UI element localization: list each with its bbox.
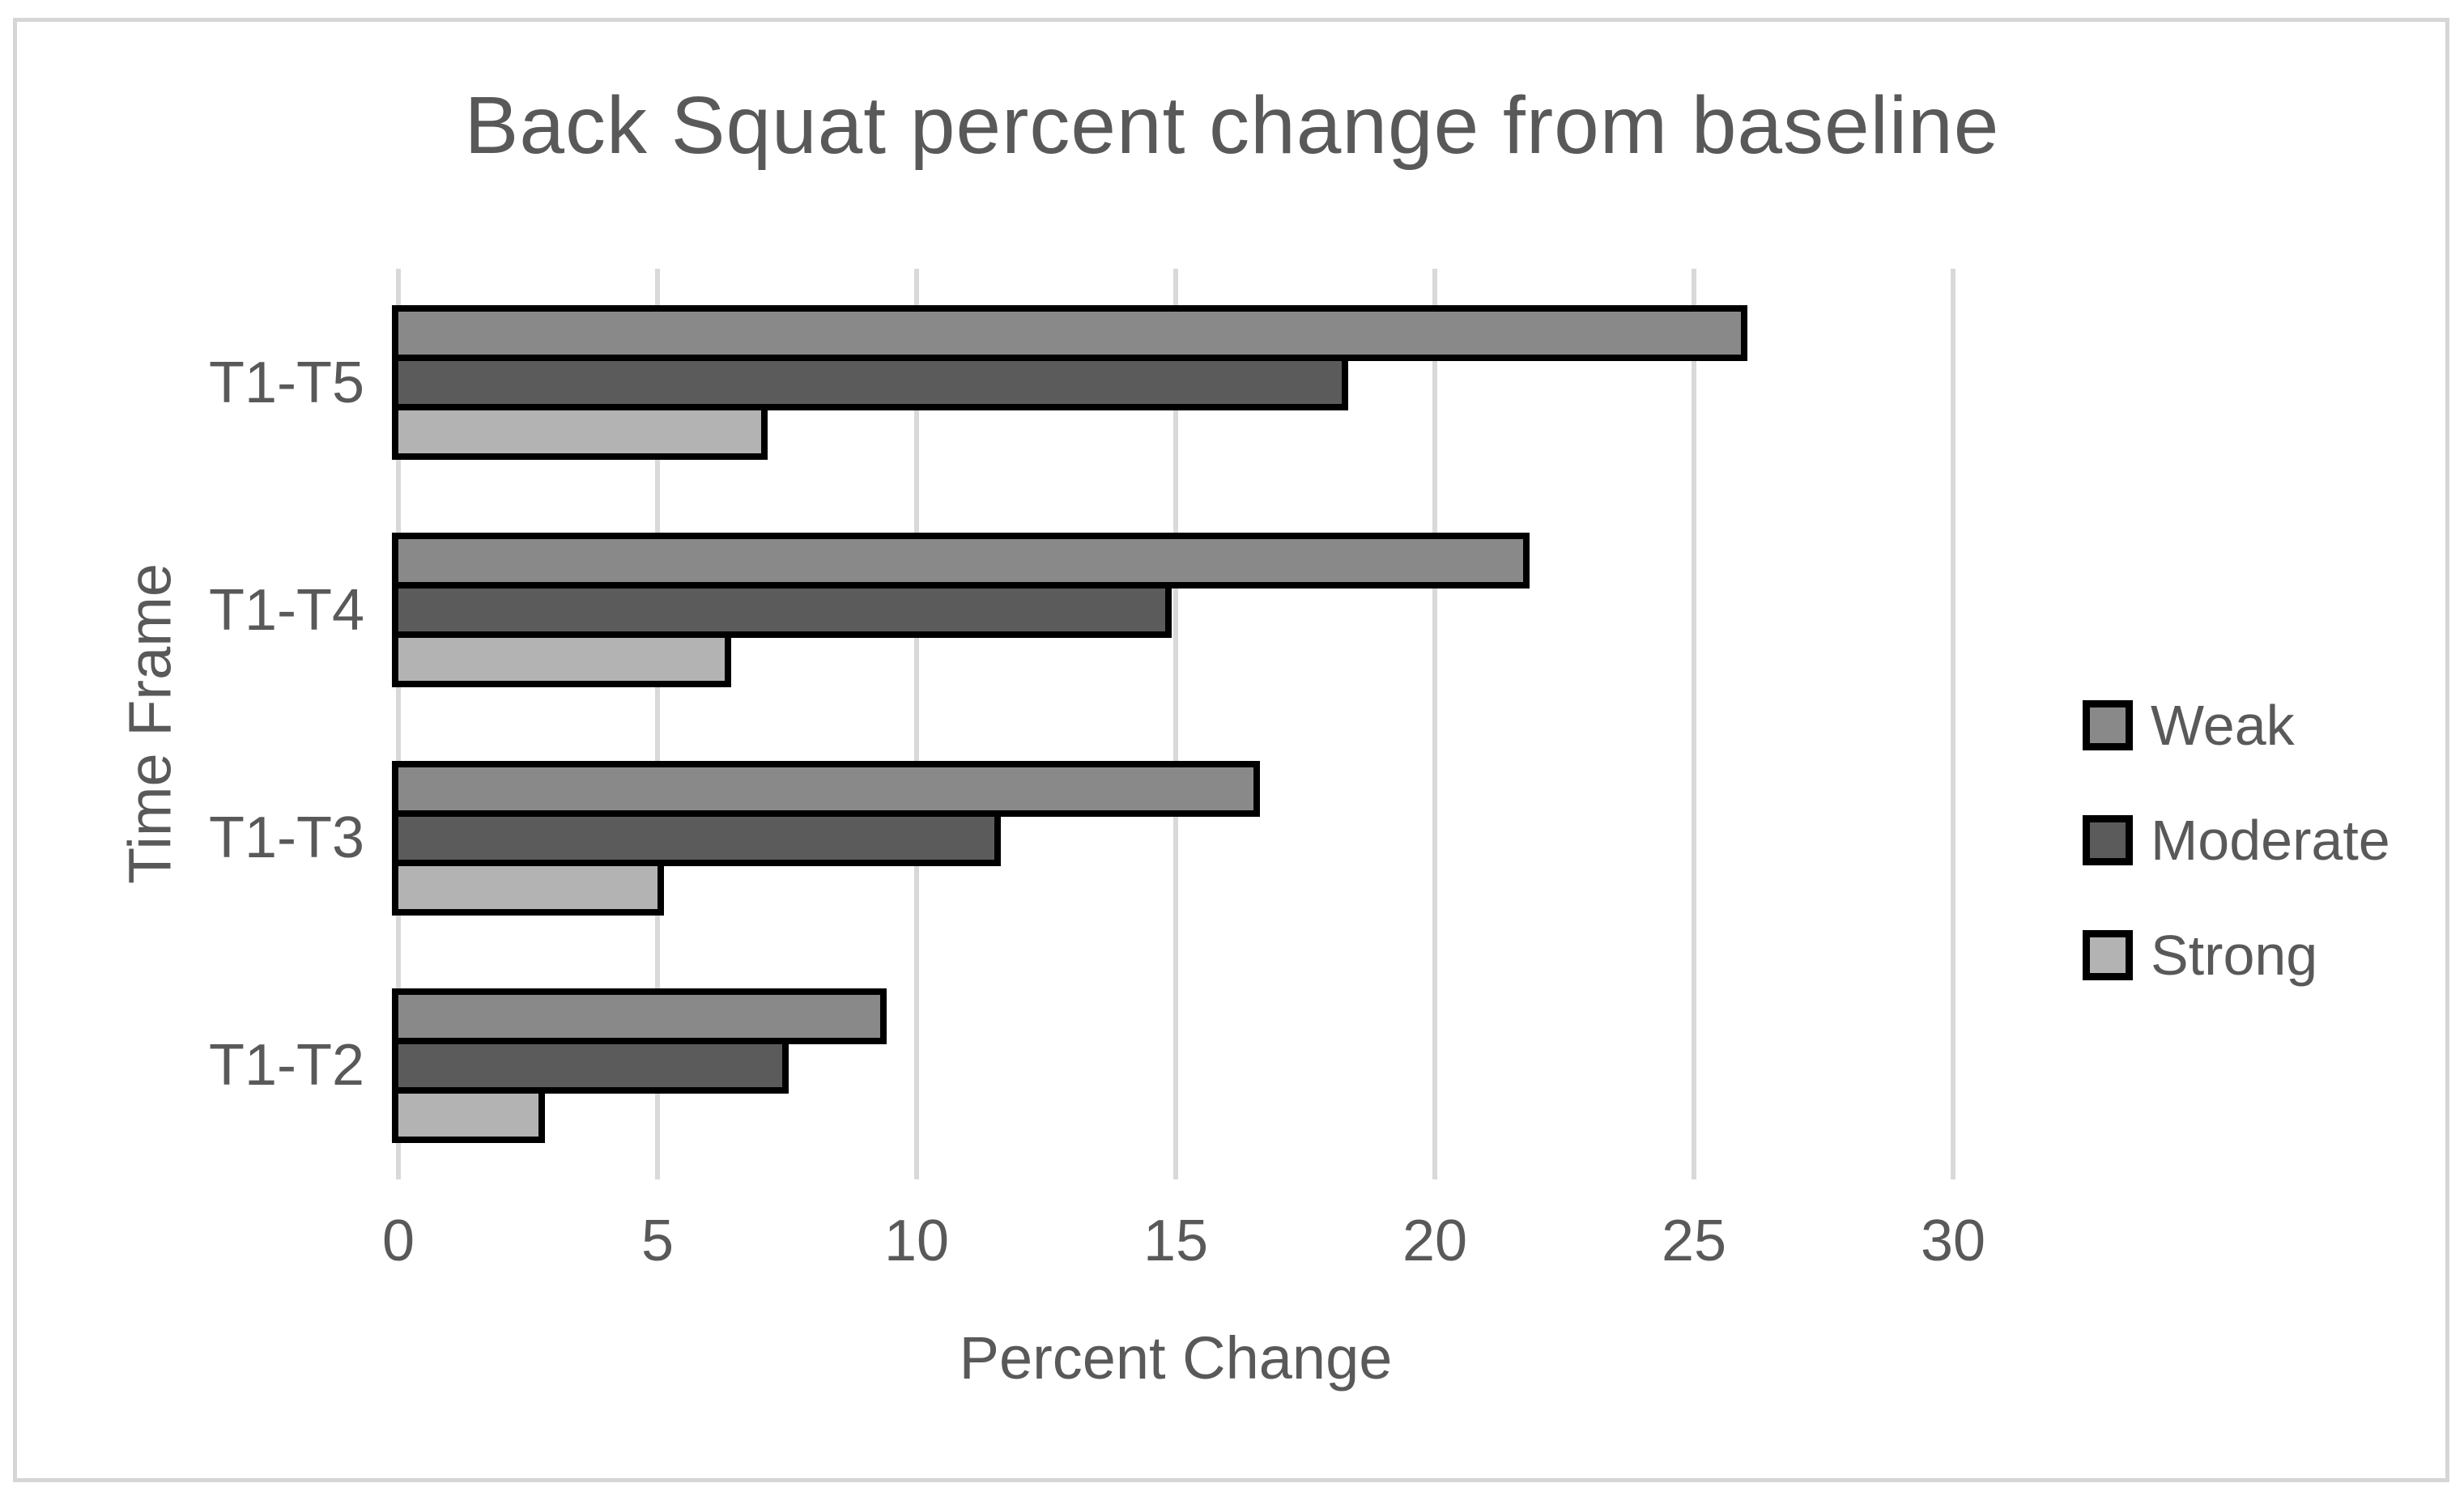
x-tick-label: 25 bbox=[1661, 1209, 1727, 1273]
x-tick-label: 0 bbox=[381, 1209, 415, 1273]
bar-weak-t1-t2 bbox=[392, 988, 887, 1044]
y-axis-title: Time Frame bbox=[116, 563, 184, 885]
legend-label-weak: Weak bbox=[2151, 693, 2295, 757]
x-axis-title: Percent Change bbox=[959, 1324, 1393, 1392]
legend-marker-weak-icon bbox=[2083, 699, 2133, 750]
bar-moderate-t1-t5 bbox=[392, 355, 1348, 411]
bar-strong-t1-t4 bbox=[392, 631, 732, 688]
legend-item-strong: Strong bbox=[2083, 924, 2317, 987]
gridline bbox=[1692, 269, 1696, 1179]
bar-strong-t1-t2 bbox=[392, 1086, 545, 1143]
category-label-t1-t2: T1-T2 bbox=[208, 1033, 364, 1098]
x-tick-label: 30 bbox=[1920, 1209, 1986, 1273]
gridline bbox=[396, 269, 401, 1179]
x-tick-label: 15 bbox=[1143, 1209, 1209, 1273]
legend-label-strong: Strong bbox=[2151, 923, 2318, 987]
legend-item-moderate: Moderate bbox=[2083, 809, 2390, 872]
x-tick-label: 10 bbox=[883, 1209, 950, 1273]
bar-moderate-t1-t3 bbox=[392, 809, 1001, 866]
bar-weak-t1-t4 bbox=[392, 533, 1530, 589]
gridline bbox=[1432, 269, 1437, 1179]
category-label-t1-t4: T1-T4 bbox=[208, 577, 364, 643]
bar-strong-t1-t5 bbox=[392, 404, 768, 461]
category-label-t1-t5: T1-T5 bbox=[208, 350, 364, 415]
category-label-t1-t3: T1-T3 bbox=[208, 805, 364, 871]
bar-moderate-t1-t2 bbox=[392, 1037, 789, 1094]
legend-label-moderate: Moderate bbox=[2151, 808, 2390, 872]
legend-marker-strong-icon bbox=[2083, 929, 2133, 980]
gridline bbox=[1173, 269, 1178, 1179]
bar-weak-t1-t5 bbox=[392, 305, 1747, 362]
bar-strong-t1-t3 bbox=[392, 859, 664, 916]
figure-border bbox=[13, 18, 2449, 1482]
x-tick-label: 20 bbox=[1402, 1209, 1468, 1273]
x-tick-label: 5 bbox=[640, 1209, 675, 1273]
chart-title: Back Squat percent change from baseline bbox=[464, 80, 2000, 171]
gridline bbox=[655, 269, 660, 1179]
legend-marker-moderate-icon bbox=[2083, 814, 2133, 865]
gridline bbox=[1951, 269, 1955, 1179]
gridline bbox=[914, 269, 919, 1179]
legend-item-weak: Weak bbox=[2083, 694, 2295, 757]
bar-weak-t1-t3 bbox=[392, 760, 1260, 817]
bar-moderate-t1-t4 bbox=[392, 582, 1172, 639]
plot-area bbox=[392, 269, 1955, 1179]
